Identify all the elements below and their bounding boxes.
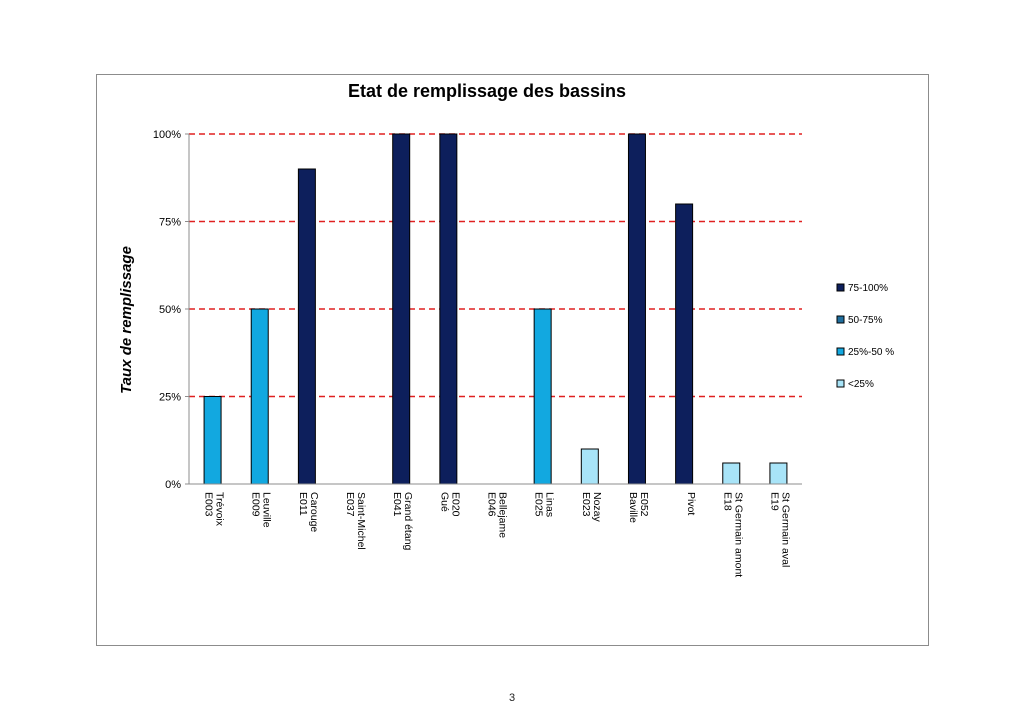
x-tick-label: Carouge bbox=[308, 492, 320, 532]
x-tick-label: E19 bbox=[768, 492, 780, 511]
bar-9 bbox=[627, 133, 646, 485]
x-tick-label: St Germain aval bbox=[779, 492, 791, 567]
x-tick-label: Gué bbox=[438, 492, 450, 512]
x-tick-label: E011 bbox=[297, 492, 309, 516]
legend-swatch bbox=[836, 347, 845, 356]
chart-title: Etat de remplissage des bassins bbox=[348, 81, 626, 101]
x-tick-label: E023 bbox=[580, 492, 592, 517]
x-tick-label: Pivot bbox=[685, 492, 697, 515]
bar-11 bbox=[722, 462, 741, 485]
x-tick-label: Nozay bbox=[591, 492, 603, 523]
legend-label: 50-75% bbox=[848, 315, 883, 326]
y-tick-labels: 0% 25% 50% 75% 100% bbox=[153, 129, 181, 491]
legend-swatch bbox=[836, 315, 845, 324]
page-number: 3 bbox=[508, 692, 516, 704]
bar-1 bbox=[250, 308, 269, 485]
x-tick-label: Grand étang bbox=[402, 492, 414, 551]
bar-0 bbox=[203, 396, 222, 485]
x-tick-label: Saint-Michel bbox=[355, 492, 367, 550]
legend-label: <25% bbox=[848, 379, 874, 390]
axes bbox=[185, 133, 802, 485]
legend-label: 75-100% bbox=[848, 283, 888, 294]
x-tick-label: E18 bbox=[721, 492, 733, 511]
x-tick-label: E041 bbox=[391, 492, 403, 517]
x-tick-label: St Germain amont bbox=[732, 492, 744, 577]
bar-4 bbox=[392, 133, 411, 485]
chart-frame: Etat de remplissage des bassins Taux de … bbox=[96, 74, 929, 646]
bar-5 bbox=[439, 133, 458, 485]
x-tick-label: Trévoix bbox=[214, 492, 226, 527]
bar-8 bbox=[580, 448, 599, 485]
y-tick-label: 75% bbox=[159, 217, 181, 229]
bar-12 bbox=[769, 462, 788, 485]
y-tick-label: 100% bbox=[153, 129, 181, 141]
x-tick-label: E025 bbox=[533, 492, 545, 517]
bar-chart: Etat de remplissage des bassins Taux de … bbox=[118, 81, 894, 577]
bars bbox=[203, 133, 788, 485]
x-tick-label: E037 bbox=[344, 492, 356, 517]
gridlines bbox=[189, 133, 802, 398]
x-tick-label: E009 bbox=[250, 492, 262, 517]
legend: 75-100% 50-75% 25%-50 % <25% bbox=[836, 283, 894, 390]
bar-7 bbox=[533, 308, 552, 485]
x-tick-label: E052 bbox=[638, 492, 650, 517]
x-tick-label: E003 bbox=[203, 492, 215, 517]
y-axis-label: Taux de remplissage bbox=[118, 246, 135, 394]
bar-10 bbox=[675, 203, 694, 485]
y-tick-label: 50% bbox=[159, 304, 181, 316]
y-tick-label: 0% bbox=[165, 479, 181, 491]
x-tick-label: Baville bbox=[627, 492, 639, 523]
x-tick-label: Bellejame bbox=[497, 492, 509, 538]
x-tick-label: Linas bbox=[544, 492, 556, 517]
x-tick-label: E020 bbox=[449, 492, 461, 517]
legend-label: 25%-50 % bbox=[848, 347, 894, 358]
x-tick-label: E046 bbox=[486, 492, 498, 517]
legend-swatch bbox=[836, 379, 845, 388]
y-tick-label: 25% bbox=[159, 392, 181, 404]
legend-swatch bbox=[836, 283, 845, 292]
bar-2 bbox=[297, 168, 316, 485]
x-tick-label: Leuville bbox=[261, 492, 273, 528]
